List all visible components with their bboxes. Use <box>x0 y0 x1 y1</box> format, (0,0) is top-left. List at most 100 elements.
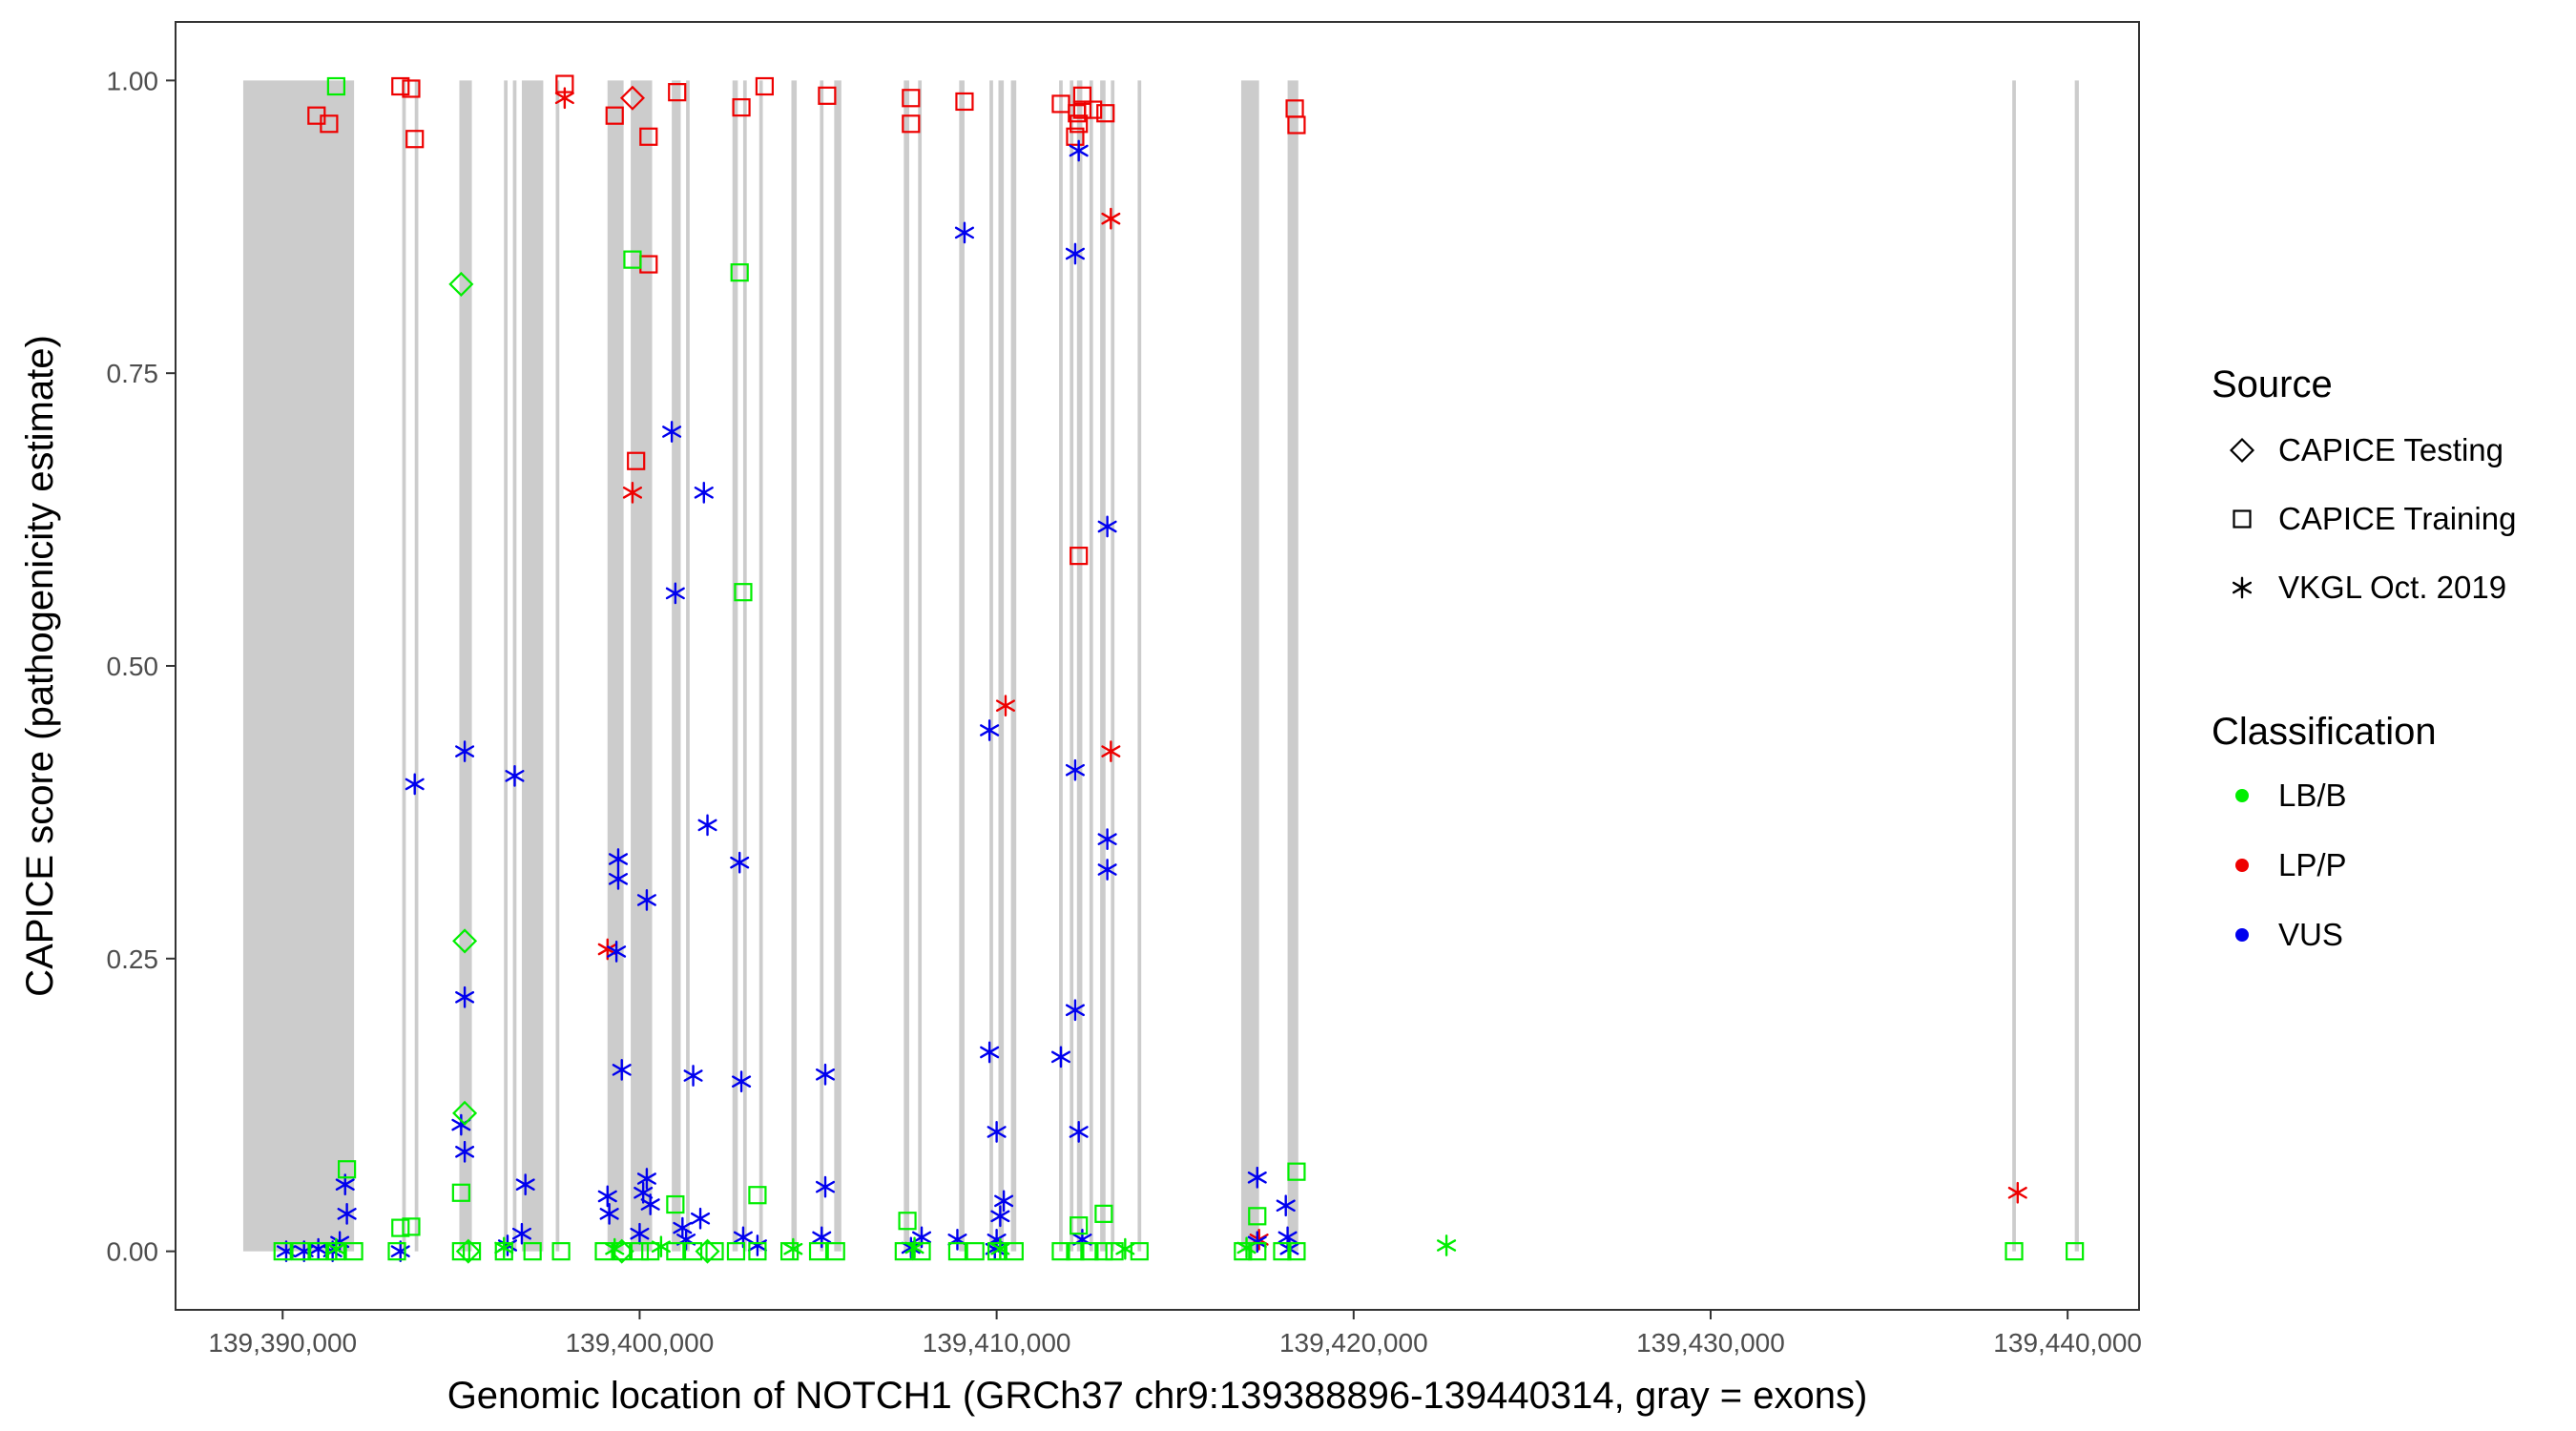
x-tick-label: 139,400,000 <box>566 1328 715 1358</box>
exon-band <box>1111 80 1115 1252</box>
data-point <box>1247 1166 1267 1189</box>
data-point <box>1070 114 1089 134</box>
exon-band <box>2012 80 2016 1252</box>
data-point <box>1069 139 1089 162</box>
data-point <box>726 1242 746 1261</box>
data-point <box>402 79 421 98</box>
data-point <box>505 764 525 787</box>
legend-source-label: CAPICE Training <box>2278 501 2516 536</box>
x-tick-label: 139,440,000 <box>1993 1328 2142 1358</box>
legend: Source Classification CAPICE TestingCAPI… <box>2212 363 2516 952</box>
y-axis-title: CAPICE score (pathogenicity estimate) <box>19 335 61 997</box>
data-point <box>666 1194 685 1214</box>
y-tick-label: 0.25 <box>107 944 159 974</box>
data-point <box>455 1140 475 1163</box>
data-point <box>1072 100 1092 119</box>
data-point <box>894 1242 913 1261</box>
data-point <box>511 1222 531 1245</box>
data-point <box>1236 1236 1257 1259</box>
legend-source-key <box>2233 509 2252 529</box>
data-point <box>1287 115 1306 135</box>
data-point <box>987 1121 1007 1143</box>
data-point <box>551 1242 571 1261</box>
x-tick-label: 139,410,000 <box>923 1328 1071 1358</box>
data-point <box>995 695 1016 717</box>
exon-band <box>1240 80 1259 1252</box>
data-point <box>662 421 682 443</box>
data-point <box>818 86 837 105</box>
legend-classification-item: LB/B <box>2235 778 2347 813</box>
data-point <box>391 1218 410 1237</box>
data-point <box>1101 740 1121 762</box>
data-point <box>697 814 717 837</box>
exon-band <box>242 80 355 1252</box>
data-point <box>337 1202 357 1225</box>
data-point <box>1051 94 1070 114</box>
exon-band <box>686 80 690 1252</box>
data-point <box>1070 1216 1089 1235</box>
x-tick-label: 139,430,000 <box>1636 1328 1785 1358</box>
data-point <box>2007 1181 2027 1204</box>
exon-band <box>504 80 508 1252</box>
data-point <box>391 76 410 96</box>
data-point <box>1101 207 1121 230</box>
data-point <box>1069 1121 1089 1143</box>
exon-band <box>959 80 965 1252</box>
data-point <box>1097 828 1117 851</box>
data-point <box>947 1242 967 1261</box>
data-point <box>651 1235 671 1258</box>
data-point <box>691 1207 711 1230</box>
data-point <box>783 1237 803 1260</box>
legend-classification-label: LP/P <box>2278 847 2347 882</box>
data-point <box>448 271 474 297</box>
data-point <box>405 130 425 149</box>
data-point <box>815 1063 836 1086</box>
data-point <box>1276 1194 1296 1217</box>
data-point <box>808 1242 828 1261</box>
data-point <box>1080 1242 1099 1261</box>
data-point <box>1097 859 1117 881</box>
data-point <box>1248 1207 1267 1226</box>
data-point <box>554 87 574 110</box>
exon-band <box>672 80 681 1252</box>
y-tick-label: 0.50 <box>107 652 159 681</box>
data-point <box>1248 1242 1267 1261</box>
data-point <box>623 250 642 269</box>
data-point <box>902 114 921 134</box>
data-point <box>990 1205 1010 1228</box>
data-point <box>1065 758 1085 781</box>
exon-band <box>1089 80 1093 1252</box>
data-point <box>1097 515 1117 538</box>
data-point <box>639 127 658 146</box>
exon-band <box>918 80 923 1252</box>
legend-classification-entries: LB/B LP/P VUS <box>2235 778 2347 952</box>
data-point <box>622 481 642 504</box>
data-point <box>1094 1242 1113 1261</box>
legend-source-item: CAPICE Training <box>2233 501 2516 536</box>
data-point <box>732 1070 752 1093</box>
data-point <box>668 83 687 102</box>
data-point <box>605 1237 625 1260</box>
data-point <box>320 114 339 134</box>
data-point <box>291 1242 310 1261</box>
data-point <box>2005 1242 2024 1261</box>
data-point <box>1065 242 1085 265</box>
data-point <box>344 1242 364 1261</box>
data-point <box>1050 1046 1070 1068</box>
exon-band <box>820 80 824 1252</box>
data-point <box>326 76 345 96</box>
data-point <box>451 1183 470 1202</box>
data-point <box>730 851 750 874</box>
data-point <box>898 1212 917 1231</box>
legend-source-item: CAPICE Testing <box>2229 432 2503 467</box>
exon-band <box>742 80 747 1252</box>
data-point <box>954 221 974 244</box>
exon-band <box>555 80 560 1252</box>
data-point <box>608 848 629 870</box>
data-point <box>627 451 646 470</box>
exon-band <box>1070 80 1074 1252</box>
exon-band <box>1287 80 1298 1252</box>
data-point <box>607 941 627 963</box>
data-point <box>1273 1242 1292 1261</box>
y-tick-label: 0.75 <box>107 359 159 388</box>
